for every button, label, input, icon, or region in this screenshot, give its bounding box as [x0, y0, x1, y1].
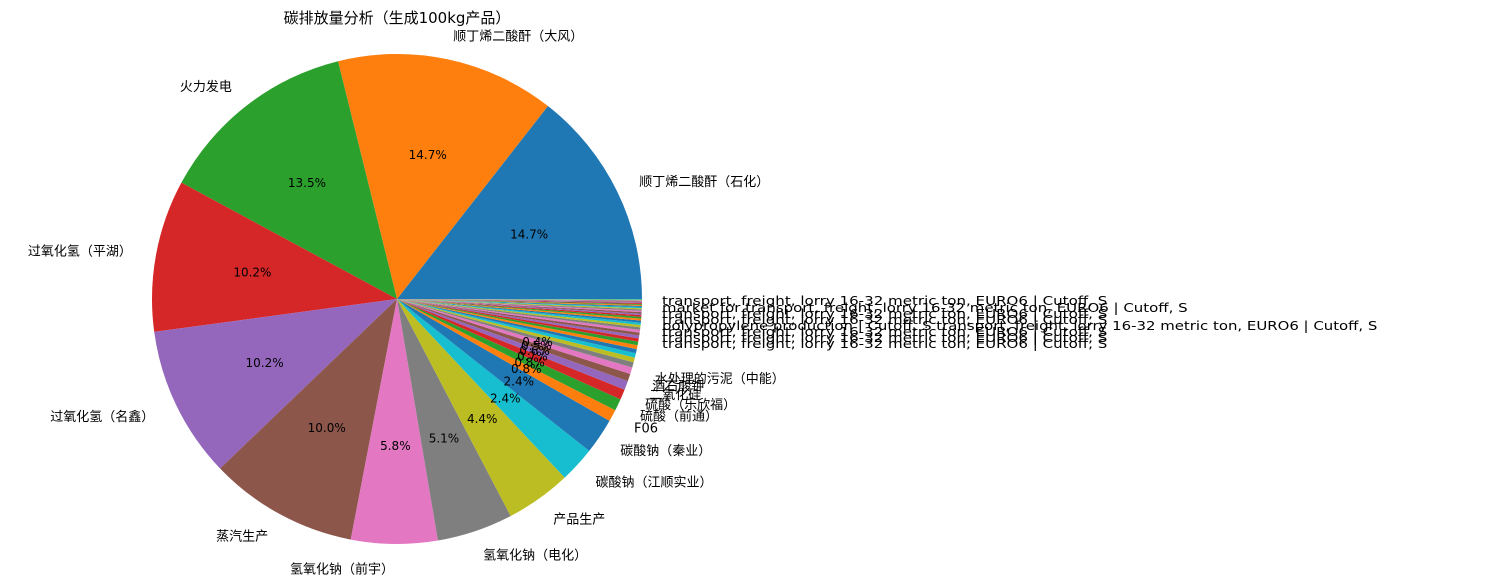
tiny-slice-label: transport, freight, lorry 16-32 metric t… — [662, 313, 1107, 327]
slice-label: 碳酸钠（秦业） — [620, 444, 711, 459]
pie-slice — [154, 299, 397, 469]
pie-slice — [397, 299, 642, 301]
slice-percent-label: 13.5% — [288, 176, 326, 190]
slice-label: 氢氧化钠（电化） — [483, 548, 587, 563]
slice-percent-label: 0.8% — [511, 362, 542, 376]
pie-slice — [397, 299, 642, 304]
slice-label: 火力发电 — [180, 79, 232, 95]
pie-slice — [397, 299, 642, 314]
slice-percent-label: 14.7% — [510, 228, 548, 242]
pie-slice — [397, 299, 637, 354]
pie-slice — [397, 299, 642, 305]
pie-slice — [397, 299, 642, 308]
pie-slice — [397, 299, 642, 321]
slice-percent-label: 10.2% — [233, 266, 271, 280]
pie-slice — [397, 299, 641, 330]
slice-label: 顺丁烯二酸酐（石化） — [639, 175, 769, 190]
tiny-slice-label: transport, freight, lorry 16-32 metric t… — [662, 337, 1107, 351]
slice-percent-label: 14.7% — [409, 148, 447, 162]
pie-slice — [397, 299, 642, 311]
tiny-slice-label: transport, freight, lorry 16-32 metric t… — [662, 307, 1107, 321]
pie-slice — [397, 299, 635, 363]
pie-slice — [397, 299, 639, 346]
pie-slice — [338, 53, 548, 299]
slice-percent-label: 10.2% — [246, 356, 284, 370]
pie-slice — [220, 299, 397, 540]
pie-slice — [397, 299, 642, 306]
slice-label: 过氧化氢（名鑫） — [50, 409, 154, 425]
pie-slice — [397, 299, 511, 541]
pie-slice — [397, 299, 642, 317]
slice-label: 二氧化硅 — [649, 388, 701, 403]
slice-label: 碳酸钠（江顺实业） — [596, 475, 713, 490]
pie-slice — [397, 299, 642, 310]
tiny-slice-label: transport, freight, lorry 16-32 metric t… — [662, 294, 1107, 308]
chart-title: 碳排放量分析（生成100kg产品） — [284, 9, 511, 27]
overlapping-small-labels: transport, freight, lorry 16-32 metric t… — [662, 294, 1377, 351]
pie-slice — [397, 299, 633, 374]
slice-label: 蒸汽生产 — [216, 530, 268, 545]
slice-percent-label: 10.0% — [308, 421, 346, 435]
slice-percent-label: 0.6% — [519, 344, 550, 358]
pie-slice — [181, 61, 397, 300]
slice-percent-label: 2.4% — [490, 391, 521, 405]
slice-percent-label: 2.4% — [504, 374, 535, 388]
pie-slice — [397, 299, 640, 336]
pie-slice — [350, 299, 438, 544]
slice-label: 硫酸（前通） — [640, 408, 718, 424]
pie-slice — [397, 299, 642, 302]
pie-slice — [397, 299, 639, 342]
pie-slice — [397, 299, 638, 350]
pie-slice — [397, 299, 565, 517]
pie-slice — [397, 299, 590, 478]
pie-slice — [397, 299, 642, 301]
pie-slice — [397, 299, 642, 319]
slice-label: 过氧化氢（平湖） — [28, 245, 132, 260]
pie-slice — [397, 299, 631, 382]
pie-slice — [397, 299, 642, 309]
slice-label: 硫酸（乐欣福） — [645, 398, 736, 413]
slice-label: F06 — [634, 421, 658, 436]
pie-slice — [397, 299, 616, 421]
tiny-slice-label: transport, freight, lorry 16-32 metric t… — [662, 325, 1107, 339]
slice-percent-label: 0.7% — [517, 349, 548, 363]
tiny-slice-label: market for transport, freight, lorry 16-… — [662, 301, 1188, 315]
slice-label: 顺丁烯二酸酐（大风） — [453, 29, 583, 44]
pie-slice — [397, 299, 610, 451]
slice-percent-label: 0.4% — [522, 335, 553, 349]
pie-slice — [397, 299, 642, 316]
pie-slice — [397, 299, 625, 400]
pie-slices — [152, 53, 642, 544]
pie-slice — [397, 299, 641, 333]
slice-label: 水处理的污泥（中能） — [655, 371, 785, 387]
slice-label: 氢氧化钠（前宇） — [290, 561, 394, 577]
pie-slice — [152, 182, 397, 332]
pie-slice — [397, 299, 641, 328]
pie-slice — [397, 299, 634, 368]
slice-percent-label: 0.5% — [521, 339, 552, 353]
tiny-slice-label: transport, freight, lorry 16-32 metric t… — [662, 331, 1107, 345]
pie-slice — [397, 299, 628, 390]
pie-slice — [397, 299, 642, 313]
pie-slice — [397, 299, 642, 303]
pie-slice — [397, 299, 642, 323]
pie-slice — [397, 299, 642, 304]
tiny-slice-label: polypropylene production | Cutoff, S tra… — [662, 319, 1377, 333]
pie-slice — [397, 299, 621, 411]
slice-percent-label: 4.4% — [467, 412, 498, 426]
slice-percent-label: 5.8% — [380, 439, 411, 453]
pie-slice — [397, 106, 642, 299]
slice-percent-label: 5.1% — [429, 431, 460, 445]
slice-label: 酒石酸钾 — [652, 379, 704, 394]
pie-slice — [397, 299, 640, 339]
slice-label: 产品生产 — [553, 513, 605, 528]
pie-slice — [397, 299, 641, 325]
slice-percent-label: 0.8% — [514, 356, 545, 370]
pie-slice — [397, 299, 642, 300]
pie-slice — [397, 299, 636, 358]
pie-percent-labels: 14.7% 14.7% 13.5% 10.2% 10.2% 10.0% 5.8% 5.1% 4.… — [233, 148, 552, 453]
